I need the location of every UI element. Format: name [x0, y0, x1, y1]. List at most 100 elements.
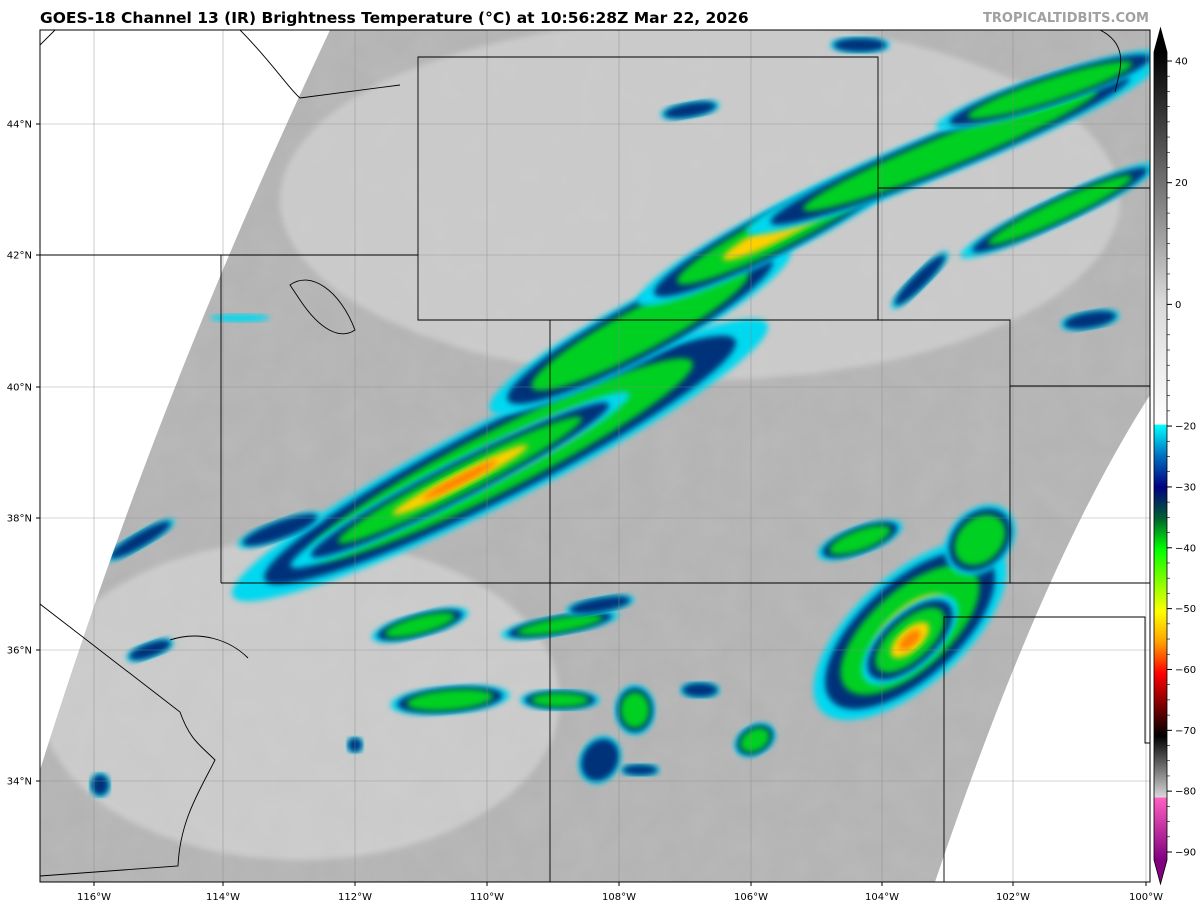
latitude-labels: 44°N 42°N 40°N 38°N 36°N 34°N	[7, 120, 40, 788]
longitude-labels: 116°W 114°W 112°W 110°W 108°W 106°W 104°W 102°W…	[77, 882, 1163, 903]
latitude-label: 40°N	[7, 383, 32, 394]
cloud-temperature-layer	[581, 739, 619, 781]
colorbar-outline	[1153, 26, 1168, 886]
colorbar-extend-min	[1154, 860, 1167, 884]
cloud-temperature-layer	[682, 682, 718, 698]
colorbar-label: −80	[1175, 787, 1196, 798]
cold-cloud-cluster	[290, 391, 630, 569]
cloud-temperature-layer	[569, 596, 631, 614]
cloud-temperature-layer	[954, 514, 1006, 566]
longitude-label: 112°W	[338, 892, 372, 903]
cloud-temperature-layer	[833, 37, 887, 53]
cloud-temperature-layer	[899, 630, 921, 650]
cloud-temperature-layer	[531, 692, 589, 708]
watermark: TROPICALTIDBITS.COM	[983, 11, 1149, 26]
no-data-region-west	[40, 30, 330, 770]
cold-cloud-cluster	[620, 764, 660, 776]
cold-cloud-cluster	[861, 594, 959, 686]
colorbar-label: −90	[1175, 848, 1196, 859]
great-salt-lake	[289, 279, 356, 335]
cold-cloud-cluster	[817, 519, 903, 561]
cloud-temperature-layer	[622, 764, 658, 776]
cold-cloud-cluster	[1060, 309, 1120, 331]
colorbar-label: 20	[1175, 178, 1188, 189]
longitude-label: 106°W	[734, 892, 768, 903]
map-frame	[39, 29, 1151, 883]
cold-cloud-cluster	[390, 685, 510, 715]
cold-cloud-cluster	[489, 245, 791, 415]
cloud-temperature-layer	[517, 614, 603, 636]
cold-cloud-cluster	[960, 161, 1150, 259]
colorbar-label: −30	[1175, 482, 1196, 493]
state-borders	[40, 30, 1150, 882]
colorbar-label: 0	[1175, 300, 1181, 311]
colorbar-bar	[1154, 52, 1167, 860]
colorbar-extend-max	[1154, 28, 1167, 52]
cold-cloud-cluster	[680, 682, 720, 698]
cloud-temperature-layer	[988, 175, 1132, 245]
colorbar-label: −20	[1175, 422, 1196, 433]
longitude-label: 104°W	[865, 892, 899, 903]
ca-az-border	[40, 603, 216, 877]
cloud-temperature-layer	[385, 612, 455, 638]
cold-cloud-cluster	[578, 736, 622, 784]
colorado-border	[550, 319, 1011, 583]
cold-cloud-cluster	[891, 251, 949, 309]
latitude-label: 34°N	[7, 777, 32, 788]
cold-cloud-cluster	[734, 722, 776, 758]
cloud-temperature-layer	[422, 460, 498, 500]
lake-mead	[169, 635, 249, 659]
cloud-temperature-layer	[531, 269, 749, 391]
cloud-temperature-layer	[406, 689, 494, 711]
cold-cloud-cluster	[944, 504, 1016, 576]
longitude-label: 116°W	[77, 892, 111, 903]
nm-tx-border	[943, 616, 1150, 882]
map-title: GOES-18 Channel 13 (IR) Brightness Tempe…	[40, 9, 749, 27]
cold-cloud-cluster	[615, 685, 655, 735]
cold-cloud-features	[90, 37, 1150, 797]
cold-cloud-cluster	[745, 65, 1150, 235]
no-data-region-east	[935, 395, 1150, 882]
cold-cloud-cluster	[565, 595, 635, 615]
cold-cloud-cluster	[371, 607, 469, 643]
latitude-label: 38°N	[7, 514, 32, 525]
longitude-label: 114°W	[206, 892, 240, 903]
longitude-label: 100°W	[1129, 892, 1163, 903]
cloud-temperature-layer	[663, 101, 717, 119]
cloud-temperature-layer	[894, 254, 946, 306]
cloud-temperature-layer	[242, 514, 318, 546]
river	[1099, 30, 1122, 93]
colorbar-label: −40	[1175, 543, 1196, 554]
colorbar-label: −60	[1175, 665, 1196, 676]
colorbar-label: −50	[1175, 604, 1196, 615]
cold-cloud-cluster	[90, 773, 110, 797]
cloud-temperature-layer	[803, 88, 1097, 212]
latitude-label: 42°N	[7, 251, 32, 262]
gridlines	[40, 30, 1150, 882]
colorbar-label: 40	[1175, 57, 1188, 68]
colorbar-ticks: 40 20 0 −20 −30 −40 −50 −60 −70 −80 −90	[1167, 57, 1196, 859]
latitude-label: 44°N	[7, 120, 32, 131]
cold-cloud-cluster	[105, 518, 175, 562]
cold-cloud-cluster	[935, 49, 1150, 131]
map-area	[40, 30, 1150, 882]
cold-cloud-cluster	[210, 314, 270, 322]
cloud-temperature-layer	[91, 774, 109, 796]
longitude-label: 108°W	[602, 892, 636, 903]
colorbar-label: −70	[1175, 726, 1196, 737]
cloud-temperature-layer	[109, 521, 171, 559]
coastline	[40, 30, 401, 99]
longitude-label: 110°W	[470, 892, 504, 903]
cloud-temperature-layer	[210, 314, 270, 322]
cold-cloud-cluster	[830, 37, 890, 53]
cloud-temperature-layer	[967, 61, 1133, 119]
cloud-temperature-layer	[829, 525, 891, 555]
cloud-temperature-layer	[1063, 310, 1117, 330]
cloud-temperature-layer	[740, 727, 770, 753]
latitude-label: 36°N	[7, 646, 32, 657]
cloud-temperature-layer	[620, 692, 650, 728]
cold-cloud-cluster	[500, 610, 620, 640]
cold-cloud-cluster	[660, 100, 720, 120]
colorbar: 40 20 0 −20 −30 −40 −50 −60 −70 −80 −90	[1153, 26, 1196, 886]
